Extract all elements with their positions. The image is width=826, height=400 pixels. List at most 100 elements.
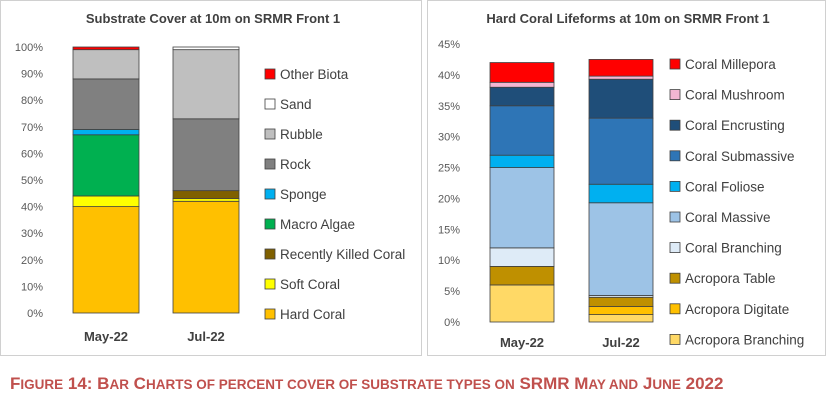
legend-label: Coral Encrusting <box>685 118 785 133</box>
legend-label: Sponge <box>280 187 327 202</box>
caption-part: IGURE <box>20 377 64 392</box>
y-tick-label: 35% <box>438 101 460 113</box>
y-tick-label: 20% <box>438 193 460 205</box>
chart-title: Hard Coral Lifeforms at 10m on SRMR Fron… <box>486 11 769 26</box>
bar-segment <box>489 81 555 88</box>
caption-part: HARTS OF PERCENT COVER OF SUBSTRATE TYPE… <box>145 377 515 392</box>
legend-label: Coral Mushroom <box>685 88 785 103</box>
legend-swatch <box>264 68 276 80</box>
bar-segment <box>489 86 555 107</box>
caption-part: SRMR M <box>514 374 589 393</box>
legend-label: Acropora Branching <box>685 332 804 347</box>
x-category-label: Jul-22 <box>187 329 225 344</box>
legend-swatch <box>669 119 681 131</box>
bar-segment <box>588 306 654 315</box>
legend-swatch <box>264 128 276 140</box>
hard-coral-lifeforms-chart: Hard Coral Lifeforms at 10m on SRMR Fron… <box>438 11 804 350</box>
legend-label: Soft Coral <box>280 277 340 292</box>
bar-segment <box>72 49 140 80</box>
x-category-label: May-22 <box>84 329 128 344</box>
bar-segment <box>172 190 240 200</box>
legend-label: Coral Millepora <box>685 57 776 72</box>
bar-segment <box>588 59 654 77</box>
y-tick-label: 90% <box>21 69 43 81</box>
y-tick-label: 15% <box>438 224 460 236</box>
legend-swatch <box>669 333 681 345</box>
legend-label: Coral Submassive <box>685 149 795 164</box>
bar-segment <box>172 118 240 192</box>
y-tick-label: 60% <box>21 148 43 160</box>
chart-title: Substrate Cover at 10m on SRMR Front 1 <box>86 11 340 26</box>
bar-segment <box>489 247 555 267</box>
legend-swatch <box>669 242 681 254</box>
legend-label: Recently Killed Coral <box>280 247 405 262</box>
y-tick-label: 20% <box>21 255 43 267</box>
y-tick-label: 40% <box>21 202 43 214</box>
legend-swatch <box>264 158 276 170</box>
bar-segment <box>489 62 555 83</box>
legend-swatch <box>264 248 276 260</box>
caption-part: 14: B <box>63 374 110 393</box>
legend-swatch <box>264 98 276 110</box>
substrate-chart-panel: Substrate Cover at 10m on SRMR Front 1 0%… <box>0 0 422 356</box>
y-tick-label: 40% <box>438 70 460 82</box>
legend-swatch <box>264 308 276 320</box>
y-tick-label: 25% <box>438 163 460 175</box>
bar-segment <box>489 105 555 156</box>
caption-part: F <box>10 374 21 393</box>
legend-swatch <box>669 303 681 315</box>
bar-segment <box>588 117 654 185</box>
y-tick-label: 100% <box>15 42 43 54</box>
y-tick-label: 30% <box>438 132 460 144</box>
y-tick-label: 5% <box>444 286 460 298</box>
caption-part: C <box>128 374 146 393</box>
legend-swatch <box>669 211 681 223</box>
bar-segment <box>72 206 140 314</box>
legend-label: Coral Branching <box>685 241 782 256</box>
caption-part: AR <box>109 377 129 392</box>
legend-swatch <box>669 180 681 192</box>
x-category-label: May-22 <box>500 335 544 350</box>
legend-label: Rubble <box>280 127 323 142</box>
legend-label: Acropora Digitate <box>685 302 789 317</box>
y-tick-label: 50% <box>21 175 43 187</box>
y-tick-label: 0% <box>444 317 460 329</box>
bar-segment <box>588 78 654 119</box>
y-tick-label: 10% <box>21 281 43 293</box>
bar-segment <box>489 154 555 168</box>
x-category-label: Jul-22 <box>602 335 640 350</box>
bar-segment <box>489 167 555 249</box>
bar-segment <box>588 296 654 307</box>
bar-segment <box>489 265 555 286</box>
legend-swatch <box>669 89 681 100</box>
y-tick-label: 30% <box>21 228 43 240</box>
bar-segment <box>588 183 654 204</box>
y-tick-label: 80% <box>21 95 43 107</box>
bar-segment <box>172 49 240 120</box>
caption-part: AY AND <box>588 377 639 392</box>
legend-label: Acropora Table <box>685 271 776 286</box>
caption-part: 2022 <box>680 374 724 393</box>
bar-segment <box>72 78 140 130</box>
legend-swatch <box>264 278 276 290</box>
legend-swatch <box>669 150 681 162</box>
caption-part: J <box>638 374 653 393</box>
legend-label: Coral Foliose <box>685 179 765 194</box>
y-tick-label: 70% <box>21 122 43 134</box>
y-tick-label: 45% <box>438 39 460 51</box>
bar-segment <box>588 202 654 296</box>
caption-part: UNE <box>652 377 681 392</box>
bar-segment <box>588 314 654 323</box>
legend-label: Sand <box>280 97 312 112</box>
bar-segment <box>172 200 240 314</box>
hard-coral-chart-panel: Hard Coral Lifeforms at 10m on SRMR Fron… <box>427 0 826 356</box>
bar-segment <box>72 134 140 197</box>
bar-segment <box>489 284 555 323</box>
legend-label: Other Biota <box>280 67 349 82</box>
legend-swatch <box>264 218 276 230</box>
substrate-cover-chart: Substrate Cover at 10m on SRMR Front 1 0%… <box>15 11 405 344</box>
bar-segment <box>72 195 140 208</box>
legend-swatch <box>669 58 681 70</box>
bar-segment <box>72 129 140 136</box>
legend-label: Coral Massive <box>685 210 771 225</box>
